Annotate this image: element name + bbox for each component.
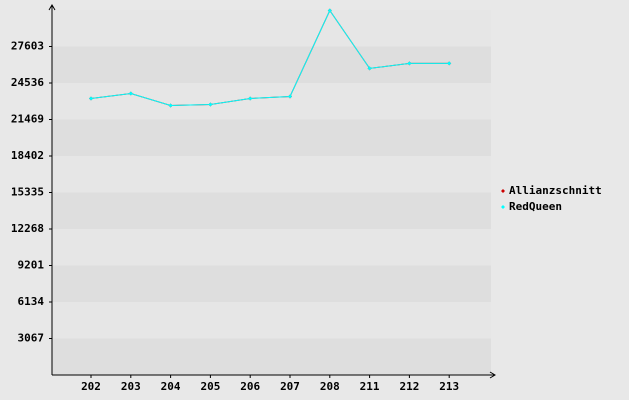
y-tick-label: 21469 xyxy=(11,113,44,126)
data-point xyxy=(89,96,93,101)
data-point xyxy=(248,96,253,101)
y-tick-label: 12268 xyxy=(11,222,44,235)
y-tick-label: 3067 xyxy=(18,332,45,345)
data-point xyxy=(128,91,133,96)
x-tick-label: 212 xyxy=(399,380,419,393)
legend-marker xyxy=(501,205,505,209)
y-tick-label: 18402 xyxy=(11,149,44,162)
grid-band xyxy=(52,229,491,266)
x-tick-label: 211 xyxy=(360,380,380,393)
legend-marker xyxy=(501,189,505,193)
data-point xyxy=(168,103,173,108)
data-point xyxy=(447,61,452,66)
grid-band xyxy=(52,119,491,156)
x-tick-label: 213 xyxy=(439,380,459,393)
x-tick-label: 204 xyxy=(161,380,181,393)
x-tick-label: 205 xyxy=(200,380,220,393)
grid-band xyxy=(52,338,491,375)
grid-band xyxy=(52,192,491,229)
x-tick-label: 208 xyxy=(320,380,340,393)
data-point xyxy=(327,8,332,13)
x-tick-label: 207 xyxy=(280,380,300,393)
x-tick-label: 202 xyxy=(81,380,101,393)
y-tick-label: 27603 xyxy=(11,40,44,53)
grid-band xyxy=(52,46,491,83)
plot xyxy=(89,8,452,108)
plot-bands xyxy=(52,10,491,375)
grid-band xyxy=(52,265,491,302)
y-tick-label: 9201 xyxy=(18,259,45,272)
data-point xyxy=(288,94,292,99)
data-point xyxy=(208,102,213,107)
y-tick-label: 24536 xyxy=(11,76,44,89)
grid-band xyxy=(52,302,491,339)
data-point xyxy=(367,66,372,71)
grid-band xyxy=(52,83,491,120)
grid-band xyxy=(52,156,491,193)
x-tick-label: 203 xyxy=(121,380,141,393)
data-point xyxy=(407,61,412,66)
series-line xyxy=(90,9,450,106)
y-axis-arrow xyxy=(48,4,56,11)
y-tick-label: 15335 xyxy=(11,186,44,199)
legend-label: Allianzschnitt xyxy=(509,184,602,197)
y-tick-label: 6134 xyxy=(18,295,45,308)
x-tick-label: 206 xyxy=(240,380,260,393)
grid-band xyxy=(52,10,491,47)
legend-label: RedQueen xyxy=(509,200,562,213)
x-axis-arrow xyxy=(489,371,496,379)
